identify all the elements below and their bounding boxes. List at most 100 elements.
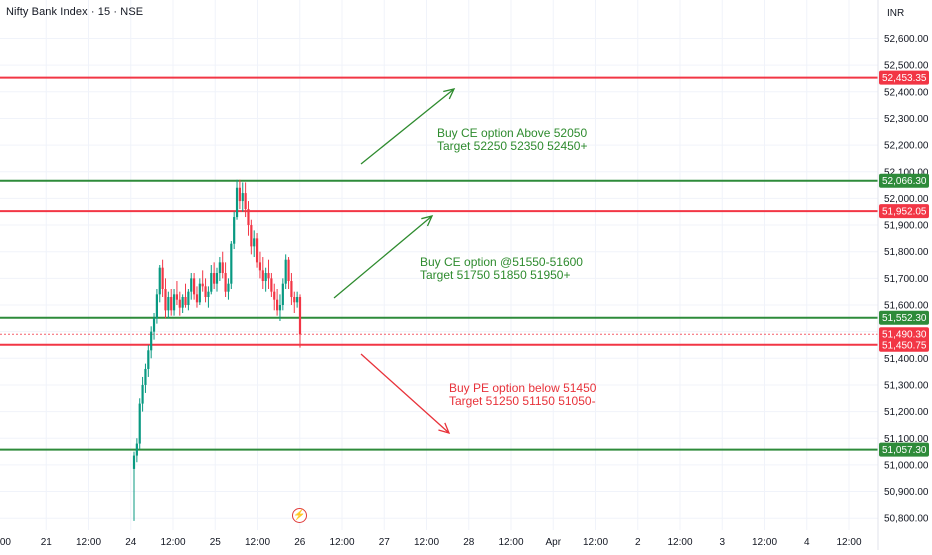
x-tick-label: 12:00 [414,537,439,548]
level-price-tag [879,173,929,188]
candle-body [158,267,161,295]
candle-body [258,262,262,271]
x-tick-label: 4 [804,537,810,548]
candle-body [255,238,259,263]
y-tick-label: 52,500.00 [884,61,929,72]
candle-body [247,209,250,226]
candle-body [293,297,296,303]
candle-body [290,281,293,298]
level-price-text: 51,057.30 [882,445,927,456]
level-price-tag [879,70,929,85]
candle-body [210,273,213,292]
candle-body [172,294,176,311]
annotation-3-line2: Target 51250 51150 51050- [449,394,596,408]
x-tick-label: 26 [294,537,306,548]
x-tick-label: 12:00 [836,537,861,548]
y-tick-label: 51,000.00 [884,460,929,471]
candle-body [178,299,181,308]
x-tick-label: 12:00 [667,537,692,548]
candle-body [161,267,164,290]
candle-body [244,193,247,210]
trend-arrows [333,88,456,434]
candles [132,179,302,521]
y-tick-label: 52,200.00 [884,141,929,152]
level-price-tag [879,442,929,457]
level-price-tag [879,310,929,325]
last-price-tag [879,327,929,342]
y-tick-label: 51,600.00 [884,301,929,312]
currency-label[interactable]: INR [887,8,905,19]
x-tick-label: 12:00 [245,537,270,548]
x-tick-label: 28 [463,537,475,548]
candle-body [190,278,193,292]
candle-body [276,299,279,311]
last-price-text: 51,490.30 [882,330,927,341]
candle-body [253,238,256,247]
annotations: Buy CE option Above 52050 Target 52250 5… [420,126,597,408]
candle-body [147,350,150,369]
time-axis[interactable]: :002112:002412:002512:002612:002712:0028… [0,537,862,548]
candle-body [233,217,236,244]
y-tick-label: 52,000.00 [884,194,929,205]
candle-body [278,305,282,311]
x-tick-label: 12:00 [498,537,523,548]
symbol-title[interactable]: Nifty Bank Index · 15 · NSE [6,6,144,18]
x-tick-label: 25 [210,537,222,548]
annotation-2-line1: Buy CE option @51550-51600 [420,255,583,269]
candle-body [273,291,276,300]
price-labels: 52,453.35 52,066.30 51,952.05 51,552.30 51,4… [879,70,929,457]
candle-body [221,262,224,274]
arrow-up-2-head [421,215,434,227]
x-tick-label: Apr [545,537,561,548]
candle-body [152,318,156,332]
candle-body [281,283,284,305]
candle-body [224,273,227,292]
x-tick-label: 12:00 [160,537,185,548]
annotation-1-line2: Target 52250 52350 52450+ [437,139,587,153]
candle-body [201,283,204,287]
lightning-icon[interactable]: ⚡ [292,508,307,523]
candle-body [287,259,290,282]
x-tick-label: :00 [0,537,11,548]
level-lines [0,76,878,451]
y-tick-label: 51,200.00 [884,407,929,418]
arrow-down [360,353,450,434]
x-tick-label: 12:00 [329,537,354,548]
level-price-text: 51,952.05 [882,207,927,218]
candle-body [138,403,141,444]
level-price-tag [879,337,929,352]
candle-body [132,455,136,469]
candle-body [175,294,179,300]
x-tick-label: 27 [379,537,391,548]
candle-body [184,297,187,305]
candle-body [141,384,144,404]
candle-body [238,187,241,202]
candle-body [241,193,244,202]
candle-body [155,294,158,319]
candle-body [215,273,219,284]
candle-body [181,297,184,308]
candle-body [167,297,170,311]
arrow-up-1 [360,88,455,165]
candle-body [264,273,267,282]
level-price-tag [879,204,929,219]
candle-body [227,283,230,292]
candle-body [144,368,147,385]
y-tick-label: 51,400.00 [884,354,929,365]
annotation-2-line2: Target 51750 51850 51950+ [420,268,570,282]
y-tick-label: 51,900.00 [884,221,929,232]
y-tick-label: 51,800.00 [884,247,929,258]
y-tick-label: 52,100.00 [884,167,929,178]
candle-body [207,291,210,298]
candle-body [267,273,270,279]
candle-body [298,297,302,335]
y-tick-label: 51,300.00 [884,380,929,391]
price-axis[interactable]: 52,600.00 52,500.00 52,400.00 52,300.00 52,2… [877,0,929,550]
candle-body [218,262,221,274]
arrow-up-1-head [443,88,456,100]
candle-body [204,286,207,298]
x-tick-label: 12:00 [583,537,608,548]
x-tick-label: 24 [125,537,137,548]
